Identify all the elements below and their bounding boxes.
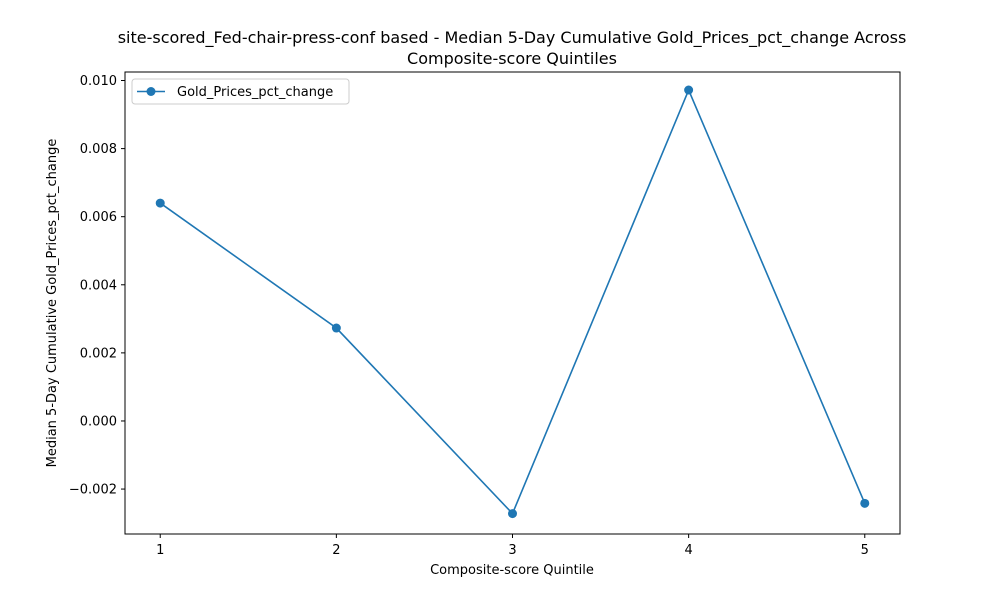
chart-title-line2: Composite-score Quintiles xyxy=(407,49,617,68)
y-axis: −0.002 0.000 0.002 0.004 0.006 0.008 0.010 xyxy=(69,74,125,498)
legend-marker xyxy=(146,87,156,96)
x-tick-label: 1 xyxy=(156,543,164,558)
y-tick-label: 0.006 xyxy=(80,210,117,225)
series-group xyxy=(155,85,870,519)
x-tick-label: 2 xyxy=(332,543,340,558)
y-tick-label: 0.004 xyxy=(80,278,117,293)
data-point xyxy=(331,323,341,333)
y-tick-label: 0.008 xyxy=(80,142,117,157)
y-tick-label: 0.002 xyxy=(80,346,117,361)
data-point xyxy=(684,85,694,95)
x-axis: 1 2 3 4 5 xyxy=(156,534,869,558)
x-tick-label: 3 xyxy=(508,543,516,558)
chart-title-line1: site-scored_Fed-chair-press-conf based -… xyxy=(118,28,907,48)
data-point xyxy=(508,509,517,519)
data-point xyxy=(155,198,165,208)
y-tick-label: 0.000 xyxy=(80,414,117,429)
x-axis-label: Composite-score Quintile xyxy=(430,563,594,578)
y-tick-label: 0.010 xyxy=(80,74,117,89)
plot-area xyxy=(124,71,901,535)
legend-box xyxy=(131,78,350,105)
data-point xyxy=(860,498,870,508)
x-tick-label: 5 xyxy=(861,543,869,558)
legend: Gold_Prices_pct_change xyxy=(131,78,350,105)
y-tick-label: −0.002 xyxy=(69,483,117,498)
x-tick-label: 4 xyxy=(684,543,692,558)
y-axis-label: Median 5-Day Cumulative Gold_Prices_pct_… xyxy=(45,139,60,468)
legend-label: Gold_Prices_pct_change xyxy=(177,85,333,100)
